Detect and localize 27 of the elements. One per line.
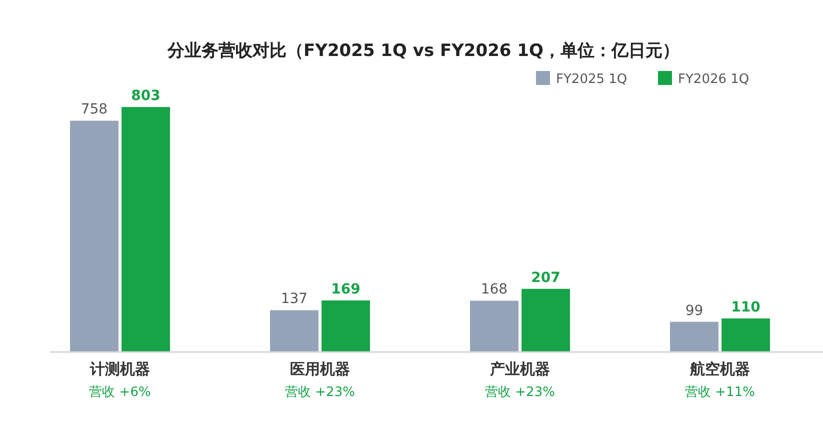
x-tick-label: 计测机器	[89, 360, 150, 378]
legend-label: FY2025 1Q	[556, 72, 628, 87]
text: 营收 +23%	[485, 385, 555, 400]
bar	[122, 107, 170, 352]
bar	[522, 288, 570, 352]
x-tick-label: 医用机器	[290, 360, 350, 378]
data-label: 758	[80, 102, 108, 118]
data-label: 99	[685, 302, 704, 319]
text: 营收 +23%	[285, 385, 355, 400]
data-label: 207	[531, 270, 560, 286]
bar	[270, 310, 318, 352]
text: 营收 +11%	[685, 385, 755, 400]
bar	[670, 322, 718, 352]
bar	[470, 300, 518, 352]
data-label: 110	[731, 299, 761, 316]
x-tick-label: 航空机器	[689, 360, 750, 378]
chart-title: 分业务营收对比（FY2025 1Q vs FY2026 1Q，单位：亿日元）	[166, 41, 680, 61]
data-label: 169	[331, 281, 360, 298]
x-tick-label: 产业机器	[489, 360, 550, 378]
bar	[70, 120, 118, 352]
data-label: 168	[480, 282, 508, 298]
data-label: 137	[280, 291, 308, 308]
text: 营收 +6%	[89, 385, 151, 400]
bar	[722, 318, 770, 352]
legend-label: FY2026 1Q	[678, 72, 750, 87]
bar	[322, 300, 370, 352]
data-label: 803	[131, 88, 160, 104]
